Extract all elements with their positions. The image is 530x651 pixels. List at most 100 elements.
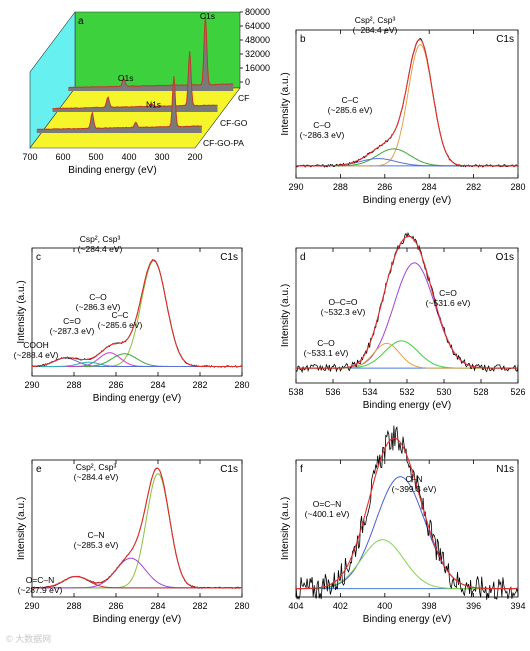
peak-label: Csp², Csp³ <box>80 234 121 244</box>
panel-f: f N1s 404 402 400 398 396 394 Binding energy (eV… <box>280 425 526 625</box>
region-label: C1s <box>496 34 514 45</box>
panel-letter: a <box>78 16 84 27</box>
x-tick-label: 398 <box>422 601 437 611</box>
x-tick-label: 288 <box>66 380 81 390</box>
fit-envelope <box>31 259 242 368</box>
panel-letter: b <box>300 34 306 45</box>
panel-e: e C1s 290 288 286 284 282 280 Binding energy (eV… <box>16 459 250 625</box>
x-tick-label: 290 <box>288 182 303 192</box>
peak-value: (~287.3 eV) <box>50 326 95 336</box>
peak-label: C–O <box>317 338 335 348</box>
fit-component <box>296 539 518 590</box>
x-tick-label: 400 <box>377 601 392 611</box>
peak-value: (~284.4 eV) <box>78 244 123 254</box>
x-tick-label: 280 <box>234 601 249 611</box>
x-tick-label: 394 <box>510 601 525 611</box>
region-label: O1s <box>496 252 514 263</box>
x-tick-label: 534 <box>362 387 377 397</box>
fit-component <box>32 353 242 367</box>
fit-envelope <box>296 437 518 590</box>
peak-label: C–O <box>89 292 107 302</box>
x-tick-label: 200 <box>187 152 202 162</box>
back-wall <box>74 11 241 89</box>
peak-value: (~284.4 eV) <box>353 25 398 35</box>
x-tick-label: 284 <box>150 380 165 390</box>
x-tick-label: 286 <box>377 182 392 192</box>
y-axis-label: Intensity (a.u.) <box>16 497 27 560</box>
plot-frame <box>31 459 243 598</box>
spectrum-line <box>52 51 218 110</box>
z-tick-label: 16000 <box>245 63 270 73</box>
peak-label: C=O <box>439 288 457 298</box>
fit-envelope <box>32 467 242 589</box>
spectrum-line <box>36 75 202 130</box>
x-tick-label: 530 <box>436 387 451 397</box>
peak-value: (~532.3 eV) <box>321 307 366 317</box>
z-tick-label: 32000 <box>245 49 270 59</box>
fit-component <box>296 148 518 167</box>
x-tick-label: 288 <box>333 182 348 192</box>
peak-label: C–O <box>313 120 331 130</box>
peak-value: (~286.3 eV) <box>300 130 345 140</box>
z-tick-label: 80000 <box>245 7 270 17</box>
region-label: C1s <box>220 252 238 263</box>
x-tick-label: 290 <box>24 380 39 390</box>
x-tick-label: 284 <box>150 601 165 611</box>
peak-label: COOH <box>23 340 49 350</box>
raw-spectrum <box>31 467 243 590</box>
peak-label: Csp², Csp³ <box>355 15 396 25</box>
fit-envelope <box>296 235 518 369</box>
peak-value: (~287.9 eV) <box>18 585 63 595</box>
x-tick-label: 282 <box>192 380 207 390</box>
x-tick-label: 700 <box>22 152 37 162</box>
x-tick-label: 500 <box>88 152 103 162</box>
peak-label: C=O <box>63 316 81 326</box>
region-label: C1s <box>220 464 238 475</box>
y-axis-label: Intensity (a.u.) <box>280 284 291 347</box>
x-axis-label: Binding energy (eV) <box>363 195 451 206</box>
z-tick-label: 64000 <box>245 21 270 31</box>
peak-value: (~285.6 eV) <box>328 105 373 115</box>
x-axis-label: Binding energy (eV) <box>363 614 451 625</box>
peak-label: C–C <box>111 310 128 320</box>
fit-component <box>296 158 518 167</box>
x-tick-label: 284 <box>422 182 437 192</box>
peak-value: (~284.4 eV) <box>74 472 119 482</box>
peak-value: (~286.3 eV) <box>76 302 121 312</box>
peak-value: (~285.6 eV) <box>98 320 143 330</box>
fit-envelope <box>296 38 518 167</box>
series-name: CF <box>238 93 249 103</box>
x-tick-label: 396 <box>466 601 481 611</box>
panel-c: c C1s 290 288 286 284 282 280 Binding energy (eV… <box>14 234 250 404</box>
peak-value: (~400.1 eV) <box>305 509 350 519</box>
x-axis-label: Binding energy (eV) <box>68 165 156 176</box>
peak-label: Csp², Csp³ <box>76 462 117 472</box>
peak-label: C–N <box>405 474 422 484</box>
watermark: © 大数据网 <box>6 634 52 644</box>
x-tick-label: 536 <box>325 387 340 397</box>
series-name: CF-GO-PA <box>203 138 244 148</box>
spectrum-wall <box>36 75 202 133</box>
x-tick-label: 538 <box>288 387 303 397</box>
panel-b: b C1s 290 288 286 284 282 280 Binding energy (eV… <box>280 15 526 206</box>
x-axis-label: Binding energy (eV) <box>93 614 181 625</box>
y-axis-label: Intensity (a.u.) <box>280 72 291 135</box>
peak-label: O=C–N <box>313 499 342 509</box>
x-axis-label: Binding energy (eV) <box>363 400 451 411</box>
peak-value: (~533.1 eV) <box>304 348 349 358</box>
panel-a: a CF C1s O1s CF-GO N1s CF-GO-PA 0 16000 32000 4800… <box>22 7 270 176</box>
plot-frame <box>31 247 243 377</box>
fit-component <box>32 557 242 589</box>
x-tick-label: 600 <box>55 152 70 162</box>
peak-label: O–C=O <box>328 297 357 307</box>
peak-value: (~288.4 eV) <box>14 350 59 360</box>
fit-component <box>32 352 242 367</box>
x-tick-label: 280 <box>510 182 525 192</box>
plot-frame <box>295 29 519 179</box>
x-tick-label: 282 <box>466 182 481 192</box>
panel-letter: c <box>36 252 41 263</box>
peak-value: (~399.3 eV) <box>392 484 437 494</box>
peak-label: C1s <box>200 11 215 21</box>
peak-label: C–C <box>341 95 358 105</box>
